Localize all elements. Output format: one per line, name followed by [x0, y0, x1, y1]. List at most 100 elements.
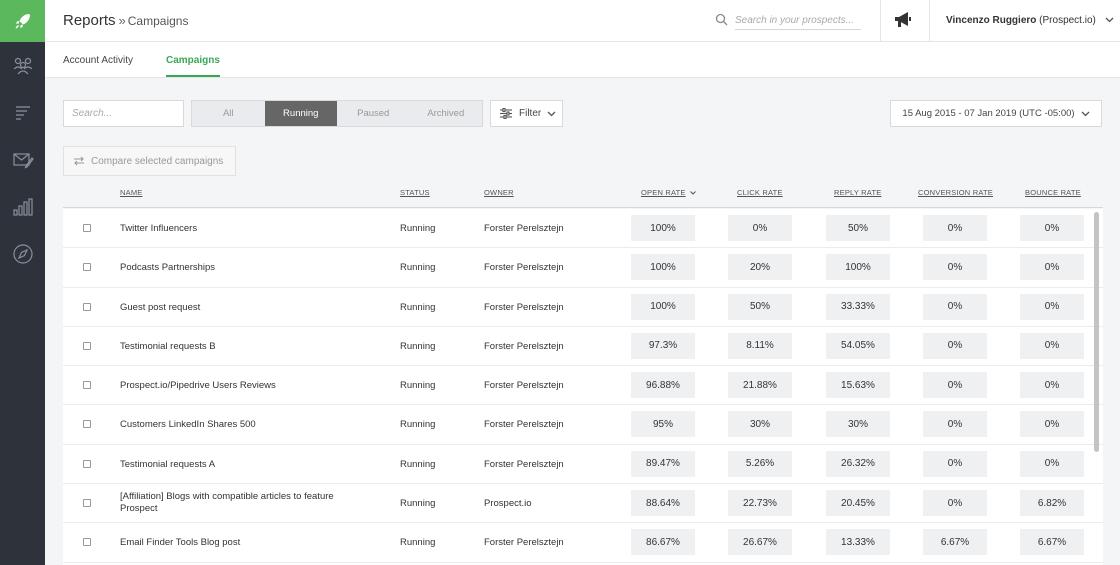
table-row[interactable]: Podcasts Partnerships Running Forster Pere…: [63, 248, 1103, 288]
row-checkbox[interactable]: [83, 263, 91, 272]
conversion-rate-cell: 0%: [923, 332, 987, 359]
reply-rate-cell: 13.33%: [826, 529, 890, 556]
table-row[interactable]: Email Finder Tools Blog post Running Forst…: [63, 523, 1103, 563]
app-logo[interactable]: [0, 0, 45, 42]
col-bounce-rate[interactable]: BOUNCE RATE: [1025, 188, 1081, 197]
col-owner[interactable]: OWNER: [484, 188, 514, 197]
conversion-rate-cell: 0%: [923, 254, 987, 281]
open-rate-cell: 86.67%: [631, 529, 695, 556]
campaign-status: Running: [400, 419, 436, 431]
campaign-owner: Forster Perelsztejn: [484, 301, 564, 313]
top-header: Reports»Campaigns Vincenzo Ruggiero (Pro…: [45, 0, 1120, 42]
conversion-rate-cell: 6.67%: [923, 529, 987, 556]
open-rate-cell: 100%: [631, 215, 695, 241]
click-rate-cell: 5.26%: [728, 450, 792, 477]
rocket-icon: [14, 14, 30, 29]
nav-explore[interactable]: [0, 230, 45, 277]
click-rate-cell: 8.11%: [728, 332, 792, 359]
campaign-name[interactable]: [Affiliation] Blogs with compatible arti…: [120, 491, 334, 515]
open-rate-cell: 97.3%: [631, 332, 695, 359]
bounce-rate-cell: 6.82%: [1020, 490, 1084, 517]
megaphone-icon[interactable]: [893, 11, 913, 29]
table-row[interactable]: Testimonial requests A Running Forster Per…: [63, 445, 1103, 485]
swap-arrows-icon: [74, 156, 84, 166]
prospect-search-input[interactable]: [735, 11, 861, 30]
campaign-name[interactable]: Testimonial requests A: [120, 458, 216, 470]
compare-label: Compare selected campaigns: [91, 155, 224, 167]
campaign-status: Running: [400, 498, 436, 510]
table-scrollbar[interactable]: [1094, 212, 1099, 452]
date-range-picker[interactable]: 15 Aug 2015 - 07 Jan 2019 (UTC -05:00): [890, 100, 1102, 127]
reply-rate-cell: 30%: [826, 411, 890, 438]
filter-button[interactable]: Filter: [490, 100, 563, 127]
nav-mailbox[interactable]: [0, 136, 45, 183]
campaign-owner: Forster Perelsztejn: [484, 537, 564, 549]
bounce-rate-cell: 0%: [1020, 215, 1084, 241]
segment-running[interactable]: Running: [264, 101, 337, 126]
segment-paused[interactable]: Paused: [337, 101, 410, 126]
bounce-rate-cell: 0%: [1020, 254, 1084, 281]
chevron-down-icon: [547, 111, 556, 116]
row-checkbox[interactable]: [83, 224, 91, 232]
breadcrumb-current: Campaigns: [127, 14, 189, 28]
campaign-status: Running: [400, 537, 436, 549]
campaign-name[interactable]: Customers LinkedIn Shares 500: [120, 419, 256, 431]
row-checkbox[interactable]: [83, 420, 91, 429]
campaign-status: Running: [400, 380, 436, 392]
header-divider: [880, 0, 881, 42]
page-title[interactable]: Reports: [63, 12, 116, 29]
breadcrumb-separator: »: [118, 13, 126, 28]
col-status[interactable]: STATUS: [400, 188, 430, 197]
table-row[interactable]: Guest post request Running Forster Perelsz…: [63, 288, 1103, 327]
campaign-name[interactable]: Podcasts Partnerships: [120, 262, 216, 274]
bounce-rate-cell: 0%: [1020, 450, 1084, 477]
campaign-search-input[interactable]: [63, 100, 184, 127]
campaign-status: Running: [400, 262, 436, 274]
campaign-owner: Forster Perelsztejn: [484, 380, 564, 392]
reply-rate-cell: 50%: [826, 215, 890, 241]
compare-campaigns-button[interactable]: Compare selected campaigns: [63, 146, 236, 176]
conversion-rate-cell: 0%: [923, 372, 987, 399]
nav-reports[interactable]: [0, 183, 45, 230]
open-rate-cell: 96.88%: [631, 372, 695, 399]
open-rate-cell: 95%: [631, 411, 695, 438]
table-row[interactable]: Customers LinkedIn Shares 500 Running Fors…: [63, 405, 1103, 445]
campaign-name[interactable]: Email Finder Tools Blog post: [120, 537, 241, 549]
row-checkbox[interactable]: [83, 381, 91, 390]
campaign-name[interactable]: Prospect.io/Pipedrive Users Reviews: [120, 380, 276, 392]
campaign-name[interactable]: Guest post request: [120, 301, 201, 313]
nav-team[interactable]: [0, 42, 45, 89]
table-row[interactable]: [Affiliation] Blogs with compatible arti…: [63, 484, 1103, 524]
row-checkbox[interactable]: [83, 538, 91, 547]
tab-campaigns[interactable]: Campaigns: [166, 55, 220, 77]
open-rate-cell: 88.64%: [631, 490, 695, 517]
sliders-icon: [500, 108, 512, 119]
campaign-owner: Forster Perelsztejn: [484, 223, 564, 234]
user-menu[interactable]: Vincenzo Ruggiero (Prospect.io): [946, 15, 1114, 26]
segment-all[interactable]: All: [192, 101, 265, 126]
nav-campaigns[interactable]: [0, 89, 45, 136]
row-checkbox[interactable]: [83, 302, 91, 311]
campaign-name[interactable]: Twitter Influencers: [120, 223, 198, 234]
col-reply-rate[interactable]: REPLY RATE: [834, 188, 882, 197]
table-row[interactable]: Testimonial requests B Running Forster Per…: [63, 327, 1103, 367]
row-checkbox[interactable]: [83, 459, 91, 468]
bounce-rate-cell: 0%: [1020, 293, 1084, 320]
col-conversion-rate[interactable]: CONVERSION RATE: [918, 188, 993, 197]
campaign-status: Running: [400, 458, 436, 470]
segment-archived[interactable]: Archived: [409, 101, 482, 126]
tab-account-activity[interactable]: Account Activity: [63, 55, 134, 66]
mail-edit-icon: [12, 152, 34, 168]
campaign-name[interactable]: Testimonial requests B: [120, 340, 216, 352]
col-open-rate[interactable]: OPEN RATE: [641, 188, 696, 197]
click-rate-cell: 50%: [728, 293, 792, 320]
status-filter-segmented: All Running Paused Archived: [191, 100, 483, 127]
table-row[interactable]: Twitter Influencers Running Forster Perels…: [63, 209, 1103, 249]
filter-label: Filter: [519, 108, 542, 119]
col-name[interactable]: NAME: [120, 188, 143, 197]
col-click-rate[interactable]: CLICK RATE: [737, 188, 783, 197]
row-checkbox[interactable]: [83, 499, 91, 508]
table-row[interactable]: Prospect.io/Pipedrive Users Reviews Runni…: [63, 366, 1103, 406]
reply-rate-cell: 33.33%: [826, 293, 890, 320]
row-checkbox[interactable]: [83, 341, 91, 350]
